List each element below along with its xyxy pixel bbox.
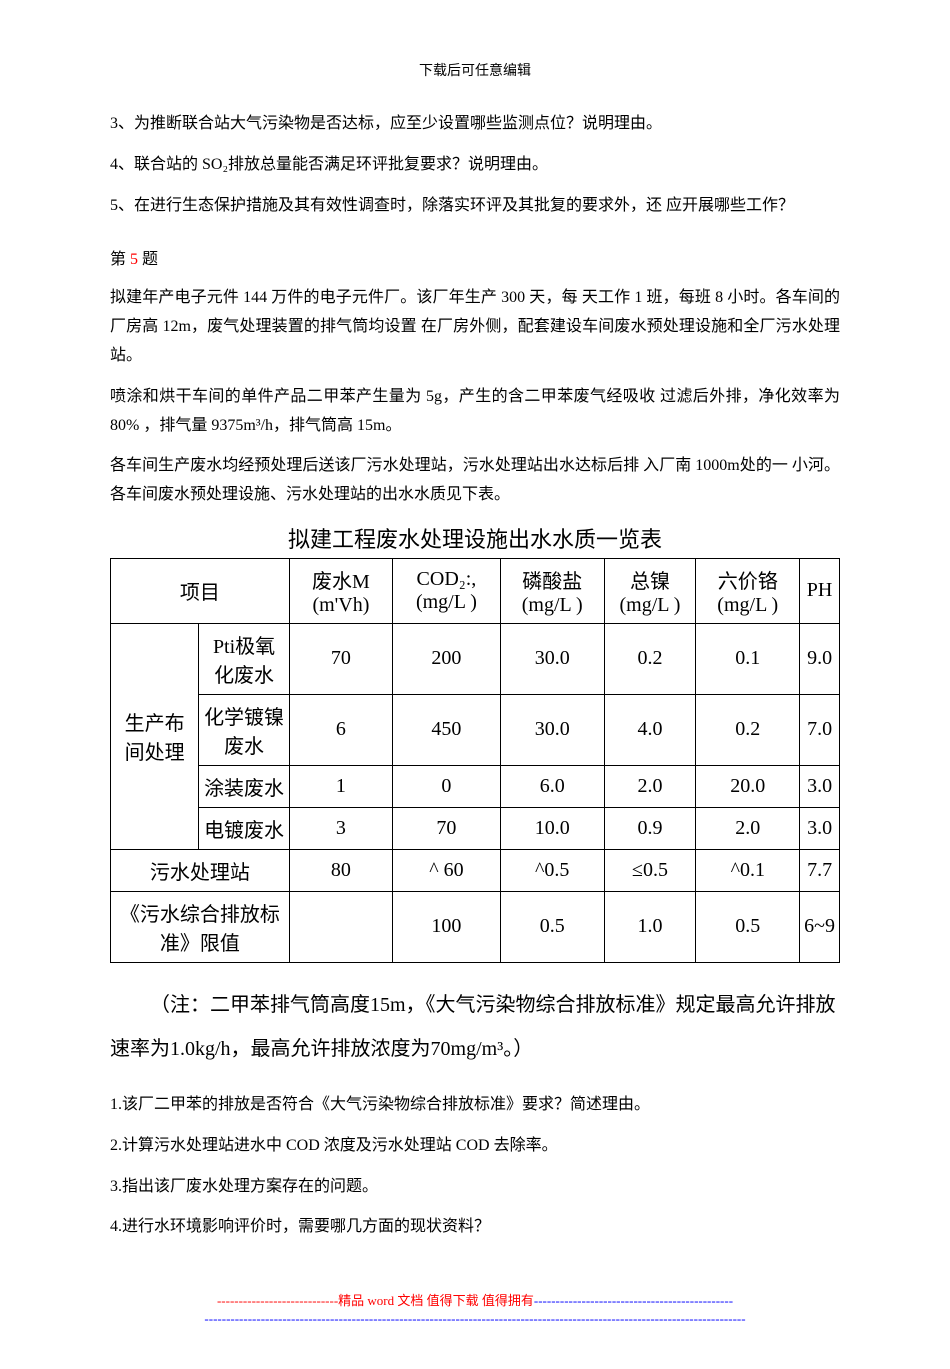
cell: 1 — [289, 765, 392, 807]
cell: 70 — [393, 807, 501, 849]
col-wastewater: 废水M (m'Vh) — [289, 558, 392, 623]
cell: 0.2 — [696, 694, 800, 765]
cell: 100 — [393, 891, 501, 962]
cell: Pti极氧化废水 — [199, 623, 290, 694]
cell: 污水处理站 — [111, 849, 290, 891]
divider-line-1: ----------------------------精品 word 文档 值… — [110, 1292, 840, 1310]
wastewater-table: 项目 废水M (m'Vh) COD₂:, (mg/L ) 磷酸盐 (mg/L )… — [110, 558, 840, 963]
table-note: （注：二甲苯排气筒高度15m，《大气污染物综合排放标准》规定最高允许排放速率为1… — [110, 983, 840, 1071]
cell: 80 — [289, 849, 392, 891]
cell: 0.2 — [604, 623, 696, 694]
cell: 3 — [289, 807, 392, 849]
cell: 2.0 — [604, 765, 696, 807]
cell: 7.7 — [800, 849, 840, 891]
sub-question-4: 4.进行水环境影响评价时，需要哪几方面的现状资料？ — [110, 1213, 840, 1242]
sub-question-2: 2.计算污水处理站进水中 COD 浓度及污水处理站 COD 去除率。 — [110, 1132, 840, 1161]
header-note: 下载后可任意编辑 — [110, 60, 840, 80]
divider-line-2: ----------------------------------------… — [110, 1310, 840, 1328]
cell: 9.0 — [800, 623, 840, 694]
cell: 0 — [393, 765, 501, 807]
cell: 4.0 — [604, 694, 696, 765]
question-4: 4、联合站的 SO₂排放总量能否满足环评批复要求？说明理由。 — [110, 151, 840, 180]
col-phosphate: 磷酸盐 (mg/L ) — [500, 558, 604, 623]
cell: 化学镀镍废水 — [199, 694, 290, 765]
cell: 2.0 — [696, 807, 800, 849]
col-project: 项目 — [111, 558, 290, 623]
context-paragraph-1: 拟建年产电子元件 144 万件的电子元件厂。该厂年生产 300 天，每 天工作 … — [110, 284, 840, 370]
cell: 450 — [393, 694, 501, 765]
cell: 0.5 — [500, 891, 604, 962]
cell: ^ 60 — [393, 849, 501, 891]
cell: 涂装废水 — [199, 765, 290, 807]
cell: ^0.1 — [696, 849, 800, 891]
table-header-row: 项目 废水M (m'Vh) COD₂:, (mg/L ) 磷酸盐 (mg/L )… — [111, 558, 840, 623]
question-3: 3、为推断联合站大气污染物是否达标，应至少设置哪些监测点位？说明理由。 — [110, 110, 840, 139]
cell: 6.0 — [500, 765, 604, 807]
cell: 《污水综合排放标准》限值 — [111, 891, 290, 962]
question-5: 5、在进行生态保护措施及其有效性调查时，除落实环评及其批复的要求外，还 应开展哪… — [110, 192, 840, 221]
cell: 1.0 — [604, 891, 696, 962]
section-prefix: 第 — [110, 251, 130, 268]
section-5-heading: 第 5 题 — [110, 245, 840, 269]
context-paragraph-3: 各车间生产废水均经预处理后送该厂污水处理站，污水处理站出水达标后排 入厂南 10… — [110, 452, 840, 510]
cell: 20.0 — [696, 765, 800, 807]
table-title: 拟建工程废水处理设施出水水质一览表 — [110, 522, 840, 554]
cell: 3.0 — [800, 807, 840, 849]
footer-divider: ----------------------------精品 word 文档 值… — [110, 1292, 840, 1328]
cell: 电镀废水 — [199, 807, 290, 849]
col-ph: PH — [800, 558, 840, 623]
cell: ^0.5 — [500, 849, 604, 891]
station-row: 污水处理站 80 ^ 60 ^0.5 ≤0.5 ^0.1 7.7 — [111, 849, 840, 891]
cell: 0.5 — [696, 891, 800, 962]
cell: 30.0 — [500, 623, 604, 694]
cell: 0.9 — [604, 807, 696, 849]
cell: 0.1 — [696, 623, 800, 694]
document-page: 下载后可任意编辑 3、为推断联合站大气污染物是否达标，应至少设置哪些监测点位？说… — [0, 0, 950, 1369]
standard-row: 《污水综合排放标准》限值 100 0.5 1.0 0.5 6~9 — [111, 891, 840, 962]
divider-text: 精品 word 文档 值得下载 值得拥有 — [338, 1293, 534, 1308]
table-row: 电镀废水 3 70 10.0 0.9 2.0 3.0 — [111, 807, 840, 849]
section-number: 5 — [130, 251, 138, 268]
cell: 10.0 — [500, 807, 604, 849]
sub-question-1: 1.该厂二甲苯的排放是否符合《大气污染物综合排放标准》要求？简述理由。 — [110, 1091, 840, 1120]
cell: 30.0 — [500, 694, 604, 765]
col-cod: COD₂:, (mg/L ) — [393, 558, 501, 623]
table-row: 涂装废水 1 0 6.0 2.0 20.0 3.0 — [111, 765, 840, 807]
cell: 6 — [289, 694, 392, 765]
cell: 3.0 — [800, 765, 840, 807]
divider-dash-right: ----------------------------------------… — [534, 1293, 733, 1308]
context-paragraph-2: 喷涂和烘干车间的单件产品二甲苯产生量为 5g，产生的含二甲苯废气经吸收 过滤后外… — [110, 383, 840, 441]
cell: 70 — [289, 623, 392, 694]
col-nickel: 总镍 (mg/L ) — [604, 558, 696, 623]
cell: 7.0 — [800, 694, 840, 765]
col-chromium: 六价铬 (mg/L ) — [696, 558, 800, 623]
cell — [289, 891, 392, 962]
table-row: 生产布间处理 Pti极氧化废水 70 200 30.0 0.2 0.1 9.0 — [111, 623, 840, 694]
cell: 6~9 — [800, 891, 840, 962]
divider-dash-left: ---------------------------- — [217, 1293, 338, 1308]
sub-question-3: 3.指出该厂废水处理方案存在的问题。 — [110, 1173, 840, 1202]
rowgroup-label: 生产布间处理 — [111, 623, 199, 849]
cell: 200 — [393, 623, 501, 694]
table-row: 化学镀镍废水 6 450 30.0 4.0 0.2 7.0 — [111, 694, 840, 765]
cell: ≤0.5 — [604, 849, 696, 891]
section-suffix: 题 — [138, 251, 158, 268]
